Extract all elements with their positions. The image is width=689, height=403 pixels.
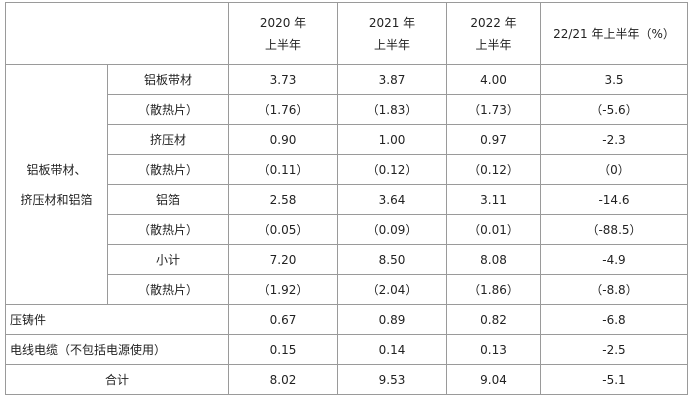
cell: 3.73	[228, 64, 338, 95]
cell: -14.6	[540, 184, 688, 215]
header-text: 2022 年	[470, 15, 517, 30]
cell: （0.12）	[446, 154, 541, 185]
cell: 1.00	[337, 124, 447, 155]
cell: （-5.6）	[540, 94, 688, 125]
cell: 2.58	[228, 184, 338, 215]
row: 铝板带材、 挤压材和铝箔 铝板带材 3.73 3.87 4.00 3.5	[5, 64, 688, 305]
header-text: 上半年	[475, 37, 512, 52]
cell: 8.08	[446, 244, 541, 275]
cell: （1.76）	[228, 94, 338, 125]
cell: 0.89	[337, 304, 447, 335]
header-row: 2020 年上半年 2021 年上半年 2022 年上半年 22/21 年上半年（%）	[5, 2, 688, 65]
corner-cell	[5, 2, 229, 65]
group-label: 铝板带材、	[26, 162, 87, 177]
cell: 3.87	[337, 64, 447, 95]
cell: （0.11）	[228, 154, 338, 185]
cell: 9.53	[337, 364, 447, 395]
row: 压铸件 0.67 0.89 0.82 -6.8	[5, 304, 688, 335]
row: （散热片） （0.11） （0.12） （0.12） （0）	[6, 154, 688, 185]
header-cell: 2020 年上半年	[228, 2, 338, 65]
header-cell: 2021 年上半年	[337, 2, 447, 65]
cell: 8.50	[337, 244, 447, 275]
row-label: 铝箔	[107, 184, 229, 215]
cell: （0.12）	[337, 154, 447, 185]
header-text: 上半年	[264, 37, 301, 52]
cell: （-8.8）	[540, 274, 688, 305]
header-text: 2021 年	[368, 15, 416, 30]
total-row: 合计 8.02 9.53 9.04 -5.1	[5, 364, 688, 395]
cell: 9.04	[446, 364, 541, 395]
cell: （1.86）	[446, 274, 541, 305]
row-label: （散热片）	[107, 154, 229, 185]
cell: （0）	[540, 154, 688, 185]
cell: -2.5	[540, 334, 688, 365]
table-body: 2020 年上半年 2021 年上半年 2022 年上半年 22/21 年上半年（%）…	[5, 2, 688, 395]
cell: （-88.5）	[540, 214, 688, 245]
header-cell: 22/21 年上半年（%）	[540, 2, 688, 65]
header-text: 22/21 年上半年（%）	[553, 26, 675, 41]
cell: （1.83）	[337, 94, 447, 125]
header-text: 上半年	[373, 37, 410, 52]
row-label: 压铸件	[5, 304, 229, 335]
row: （散热片） （0.05） （0.09） （0.01） （-88.5）	[6, 214, 688, 245]
cell: -4.9	[540, 244, 688, 275]
row: 铝箔 2.58 3.64 3.11 -14.6	[6, 184, 688, 215]
row-label: 挤压材	[107, 124, 229, 155]
cell: 3.11	[446, 184, 541, 215]
cell: 7.20	[228, 244, 338, 275]
cell: -5.1	[540, 364, 688, 395]
cell: （1.92）	[228, 274, 338, 305]
cell: 8.02	[228, 364, 338, 395]
cell: -2.3	[540, 124, 688, 155]
row-label: 电线电缆（不包括电源使用）	[5, 334, 229, 365]
row: （散热片） （1.92） （2.04） （1.86） （-8.8）	[6, 274, 688, 305]
cell: 0.90	[228, 124, 338, 155]
cell: （2.04）	[337, 274, 447, 305]
data-table: 2020 年上半年 2021 年上半年 2022 年上半年 22/21 年上半年（%）…	[5, 2, 688, 395]
cell: 0.15	[228, 334, 338, 365]
header-text: 2020 年	[259, 15, 307, 30]
group-label: 挤压材和铝箔	[20, 192, 93, 207]
cell: （1.73）	[446, 94, 541, 125]
row: 电线电缆（不包括电源使用） 0.15 0.14 0.13 -2.5	[5, 334, 688, 365]
row-label: 小计	[107, 244, 229, 275]
cell: （0.01）	[446, 214, 541, 245]
row: 挤压材 0.90 1.00 0.97 -2.3	[6, 124, 688, 155]
total-label: 合计	[5, 364, 229, 395]
cell: 3.5	[540, 64, 688, 95]
group-cell: 铝板带材、挤压材和铝箔	[5, 64, 108, 305]
cell: -6.8	[540, 304, 688, 335]
cell: （0.09）	[337, 214, 447, 245]
cell: （0.05）	[228, 214, 338, 245]
row-label: （散热片）	[107, 214, 229, 245]
header-cell: 2022 年上半年	[446, 2, 541, 65]
cell: 0.82	[446, 304, 541, 335]
row: 小计 7.20 8.50 8.08 -4.9	[6, 244, 688, 275]
cell: 3.64	[337, 184, 447, 215]
row-label: 铝板带材	[107, 64, 229, 95]
cell: 0.14	[337, 334, 447, 365]
row-label: （散热片）	[107, 94, 229, 125]
row-label: （散热片）	[107, 274, 229, 305]
row: （散热片） （1.76） （1.83） （1.73） （-5.6）	[6, 94, 688, 125]
cell: 0.97	[446, 124, 541, 155]
cell: 0.13	[446, 334, 541, 365]
cell: 0.67	[228, 304, 338, 335]
cell: 4.00	[446, 64, 541, 95]
